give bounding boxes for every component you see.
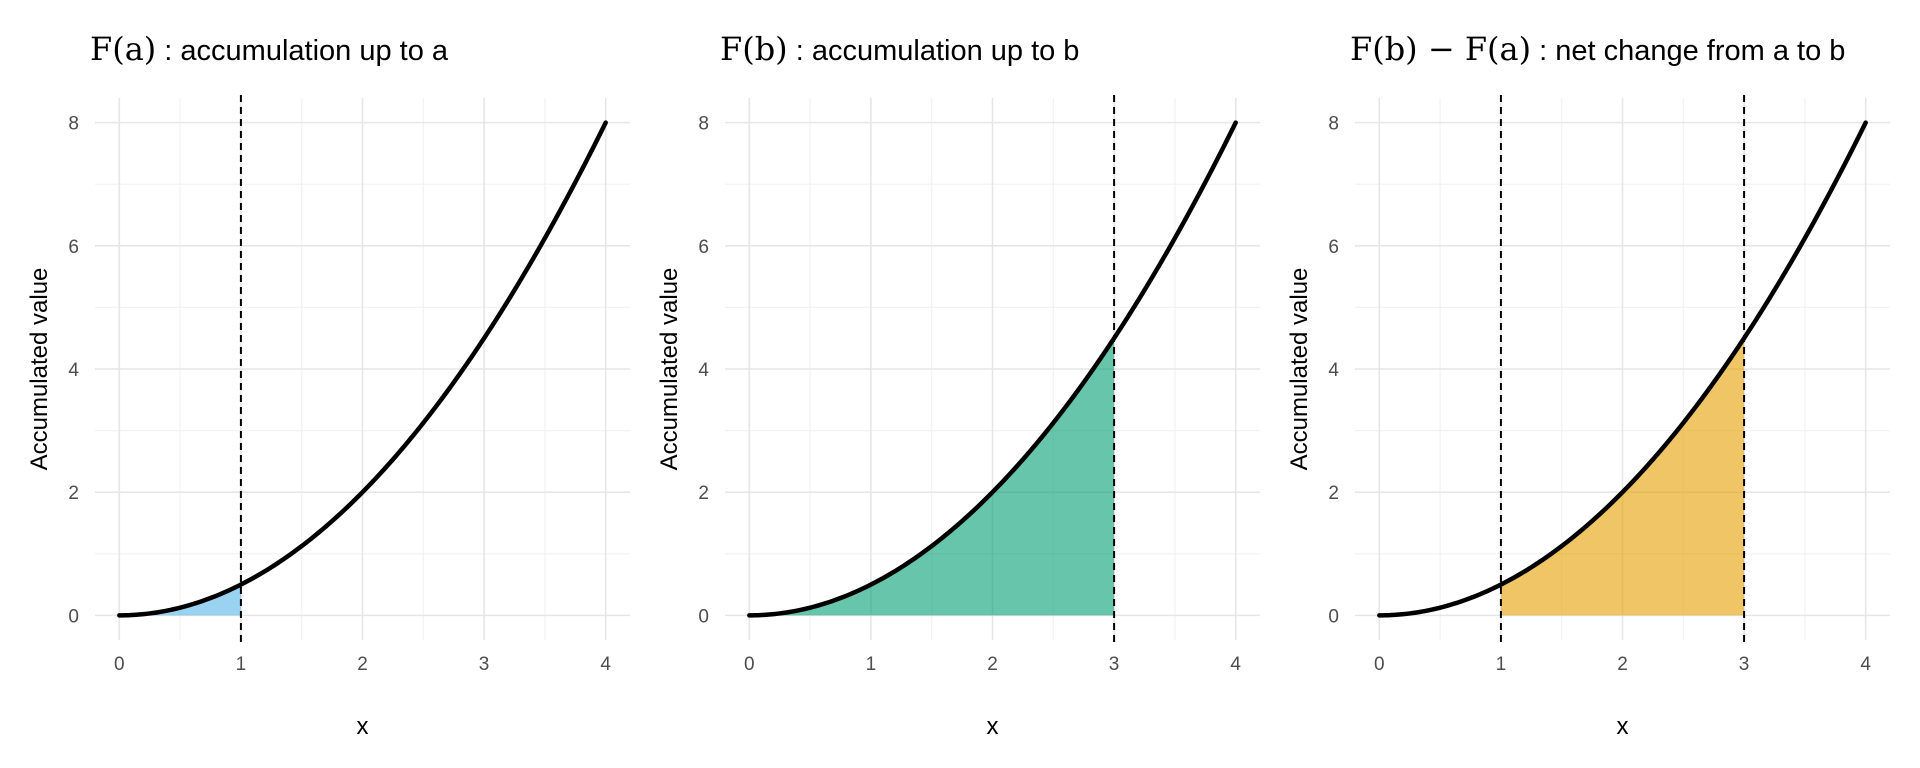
y-tick-label: 8: [1328, 114, 1339, 135]
x-tick-label: 2: [987, 654, 998, 675]
x-tick-label: 2: [357, 654, 368, 675]
y-tick-label: 6: [698, 237, 709, 258]
x-tick-label: 1: [236, 654, 247, 675]
y-tick-label: 0: [698, 606, 709, 627]
x-tick-label: 2: [1617, 654, 1628, 675]
y-tick-label: 2: [698, 483, 709, 504]
title-description: : net change from a to b: [1531, 35, 1845, 67]
curve-line: [747, 120, 1238, 618]
x-tick-label: 4: [1860, 654, 1871, 675]
x-axis-label: x: [357, 713, 369, 740]
y-axis-label: Accumulated value: [26, 268, 53, 471]
title-math: F(a): [90, 30, 156, 68]
x-axis-label: x: [987, 713, 999, 740]
x-tick-label: 3: [479, 654, 490, 675]
y-tick-label: 2: [1328, 483, 1339, 504]
chart-panel-1: 0 1 2 3 4 0 2 4 6 8 x Accumulated value F(a) : accum…: [26, 30, 630, 740]
chart-panel-3: 0 1 2 3 4 0 2 4 6 8 x Accumulated value F(b) − F(a) …: [1286, 30, 1890, 740]
title-description: : accumulation up to a: [156, 35, 449, 67]
chart-panel-2: 0 1 2 3 4 0 2 4 6 8 x Accumulated value F(b) : accum…: [656, 30, 1260, 740]
chart-title: F(b) : accumulation up to b: [720, 30, 1079, 68]
x-tick-label: 0: [744, 654, 755, 675]
y-tick-label: 0: [1328, 606, 1339, 627]
y-tick-label: 4: [1328, 360, 1339, 381]
x-tick-label: 1: [1496, 654, 1507, 675]
x-tick-label: 0: [114, 654, 125, 675]
y-tick-label: 8: [68, 114, 79, 135]
x-tick-label: 1: [866, 654, 877, 675]
y-tick-label: 0: [68, 606, 79, 627]
title-description: : accumulation up to b: [788, 35, 1080, 67]
x-tick-label: 3: [1109, 654, 1120, 675]
y-axis-label: Accumulated value: [1286, 268, 1313, 471]
y-tick-label: 6: [68, 237, 79, 258]
chart-title: F(a) : accumulation up to a: [90, 30, 449, 68]
y-tick-label: 2: [68, 483, 79, 504]
x-tick-label: 4: [1230, 654, 1241, 675]
x-tick-label: 3: [1739, 654, 1750, 675]
curve-line: [117, 120, 608, 618]
y-tick-label: 4: [698, 360, 709, 381]
x-tick-label: 4: [600, 654, 611, 675]
title-math: F(b) − F(a): [1350, 30, 1531, 68]
x-axis-label: x: [1617, 713, 1629, 740]
title-math: F(b): [720, 30, 788, 68]
y-tick-label: 6: [1328, 237, 1339, 258]
y-tick-label: 8: [698, 114, 709, 135]
y-axis-label: Accumulated value: [656, 268, 683, 471]
curve-line: [1377, 120, 1868, 618]
x-tick-label: 0: [1374, 654, 1385, 675]
y-tick-label: 4: [68, 360, 79, 381]
shaded-area: [119, 584, 241, 616]
chart-title: F(b) − F(a) : net change from a to b: [1350, 30, 1845, 68]
shaded-area: [749, 338, 1115, 616]
